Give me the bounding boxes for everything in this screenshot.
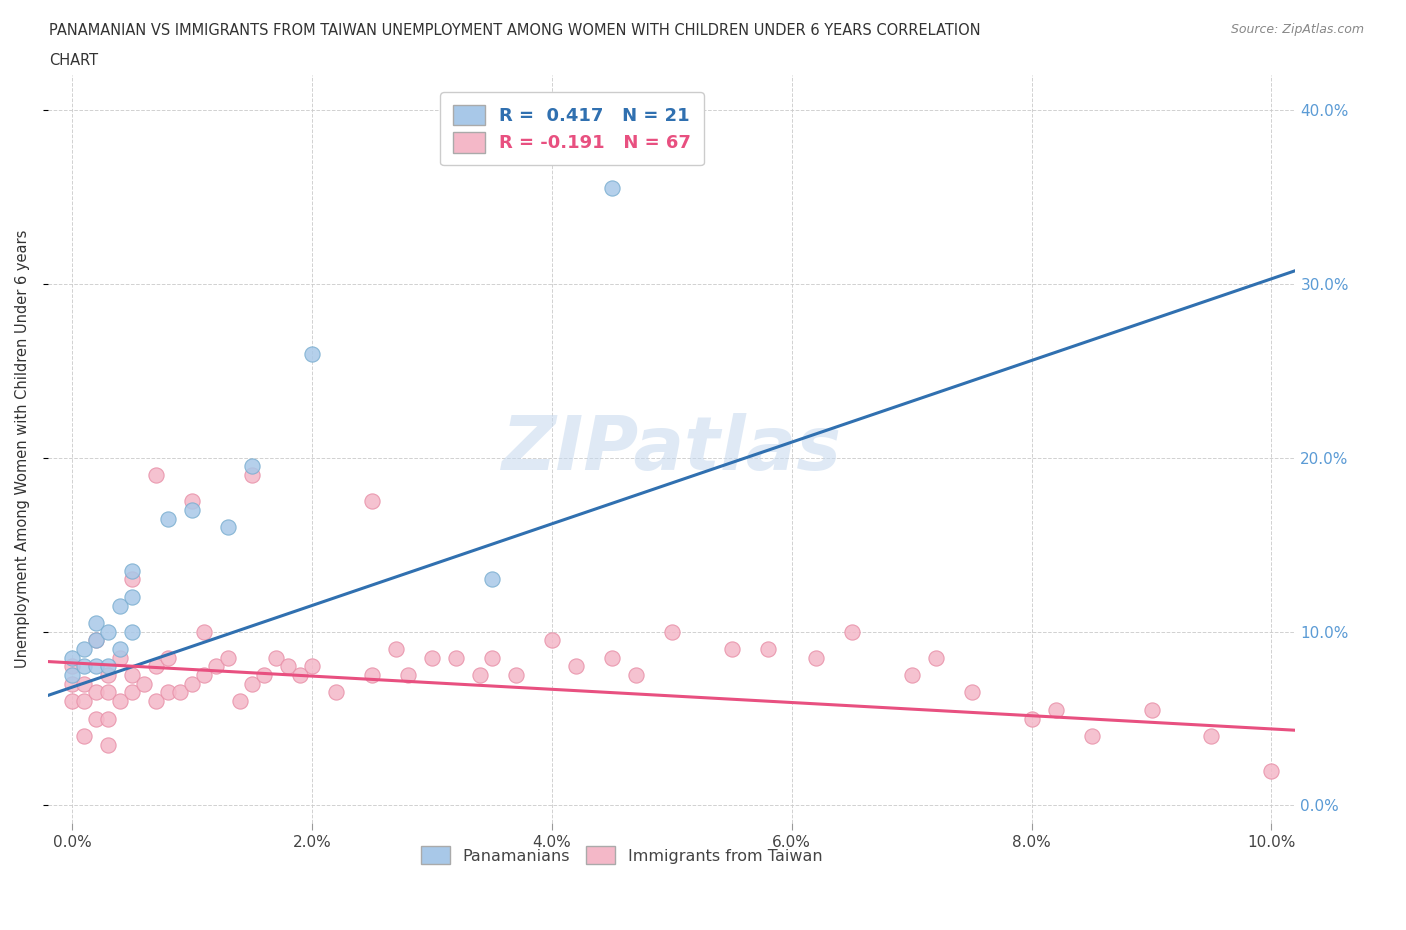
Point <box>277 659 299 674</box>
Point <box>84 685 107 700</box>
Point <box>121 564 143 578</box>
Point <box>181 676 204 691</box>
Point <box>600 650 623 665</box>
Point <box>60 659 83 674</box>
Point <box>1021 711 1043 726</box>
Point <box>361 494 384 509</box>
Point <box>396 668 419 683</box>
Point <box>229 694 252 709</box>
Point <box>97 668 120 683</box>
Point <box>60 650 83 665</box>
Point <box>73 676 96 691</box>
Point <box>97 685 120 700</box>
Point <box>325 685 347 700</box>
Point <box>301 346 323 361</box>
Point <box>960 685 983 700</box>
Point <box>900 668 922 683</box>
Point <box>121 590 143 604</box>
Point <box>240 468 263 483</box>
Point <box>385 642 408 657</box>
Point <box>132 676 155 691</box>
Point <box>84 616 107 631</box>
Text: Source: ZipAtlas.com: Source: ZipAtlas.com <box>1230 23 1364 36</box>
Point <box>756 642 779 657</box>
Point <box>468 668 491 683</box>
Point <box>841 624 863 639</box>
Point <box>301 659 323 674</box>
Point <box>444 650 467 665</box>
Point <box>121 624 143 639</box>
Point <box>565 659 588 674</box>
Legend: Panamanians, Immigrants from Taiwan: Panamanians, Immigrants from Taiwan <box>415 840 828 870</box>
Point <box>145 468 167 483</box>
Point <box>481 650 503 665</box>
Point <box>84 632 107 647</box>
Point <box>97 737 120 752</box>
Point <box>361 668 384 683</box>
Point <box>661 624 683 639</box>
Point <box>108 598 131 613</box>
Point <box>156 650 179 665</box>
Point <box>169 685 191 700</box>
Point <box>720 642 742 657</box>
Point <box>205 659 228 674</box>
Point <box>505 668 527 683</box>
Point <box>156 512 179 526</box>
Point <box>1260 764 1282 778</box>
Point <box>288 668 311 683</box>
Point <box>60 676 83 691</box>
Point <box>108 642 131 657</box>
Point <box>84 659 107 674</box>
Point <box>145 659 167 674</box>
Point <box>1045 702 1067 717</box>
Text: ZIPatlas: ZIPatlas <box>502 413 842 485</box>
Point <box>97 624 120 639</box>
Point <box>73 694 96 709</box>
Point <box>60 668 83 683</box>
Point <box>108 650 131 665</box>
Text: PANAMANIAN VS IMMIGRANTS FROM TAIWAN UNEMPLOYMENT AMONG WOMEN WITH CHILDREN UNDE: PANAMANIAN VS IMMIGRANTS FROM TAIWAN UNE… <box>49 23 981 38</box>
Point <box>193 668 215 683</box>
Point <box>1080 728 1102 743</box>
Point <box>481 572 503 587</box>
Point <box>73 659 96 674</box>
Point <box>924 650 946 665</box>
Point <box>1201 728 1223 743</box>
Point <box>240 676 263 691</box>
Point <box>60 694 83 709</box>
Point <box>108 694 131 709</box>
Y-axis label: Unemployment Among Women with Children Under 6 years: Unemployment Among Women with Children U… <box>15 230 30 669</box>
Point <box>240 459 263 474</box>
Point <box>156 685 179 700</box>
Point <box>420 650 443 665</box>
Point <box>145 694 167 709</box>
Point <box>84 632 107 647</box>
Point <box>73 728 96 743</box>
Point <box>600 181 623 196</box>
Point <box>73 642 96 657</box>
Point <box>253 668 276 683</box>
Point <box>97 711 120 726</box>
Point <box>624 668 647 683</box>
Point <box>121 668 143 683</box>
Text: CHART: CHART <box>49 53 98 68</box>
Point <box>181 494 204 509</box>
Point <box>84 711 107 726</box>
Point <box>804 650 827 665</box>
Point <box>540 632 562 647</box>
Point <box>121 685 143 700</box>
Point <box>217 650 239 665</box>
Point <box>121 572 143 587</box>
Point <box>181 502 204 517</box>
Point <box>1140 702 1163 717</box>
Point <box>193 624 215 639</box>
Point <box>217 520 239 535</box>
Point <box>264 650 287 665</box>
Point <box>97 659 120 674</box>
